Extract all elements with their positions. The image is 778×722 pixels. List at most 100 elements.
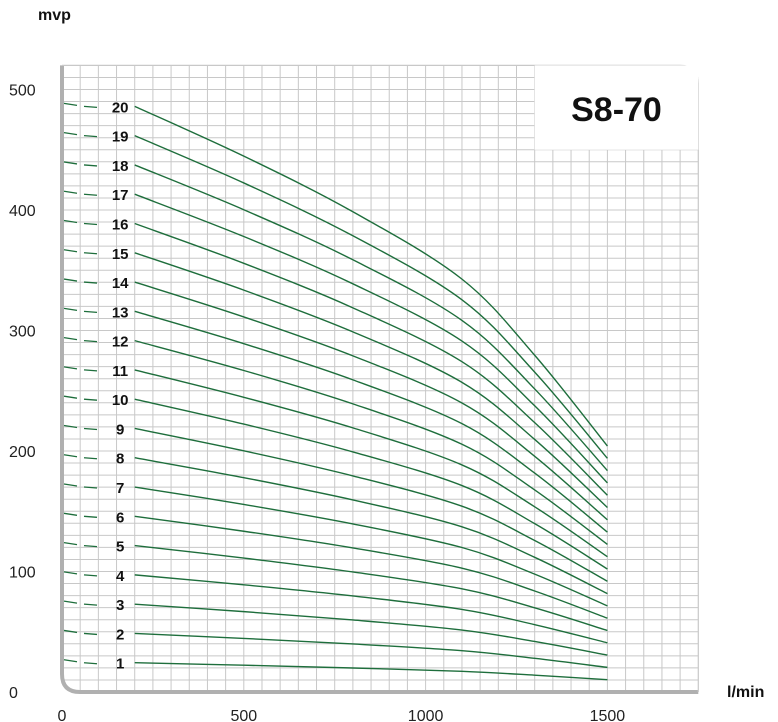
leader-dash (83, 457, 98, 460)
stage-label-18: 18 (112, 158, 129, 175)
leader-dash (83, 544, 98, 548)
title-box: S8-70 (534, 65, 699, 150)
stage-label-6: 6 (116, 509, 124, 526)
stage-label-16: 16 (112, 216, 129, 233)
stage-label-14: 14 (112, 275, 129, 292)
leader-dash (83, 398, 98, 401)
leader-dash (63, 161, 78, 165)
leader-dash (63, 395, 78, 399)
stage-label-8: 8 (116, 451, 124, 468)
y-tick-label: 300 (9, 324, 36, 341)
leader-dash (63, 454, 78, 458)
series-line-16 (134, 222, 608, 496)
y-tick-label: 100 (9, 565, 36, 582)
leader-dash (63, 541, 78, 546)
x-tick-label: 0 (58, 708, 67, 722)
leader-dash (63, 483, 78, 487)
leader-dash (83, 662, 98, 665)
series-line-9 (134, 427, 608, 582)
series-line-3 (134, 603, 608, 656)
series-line-17 (134, 193, 608, 484)
series-line-6 (134, 515, 608, 619)
y-axis-label: mvp (38, 7, 71, 24)
leader-dash (83, 369, 98, 372)
leader-dash (63, 132, 78, 136)
series-line-12 (134, 339, 608, 545)
stage-label-15: 15 (112, 246, 129, 263)
series-line-20 (134, 105, 608, 447)
series-line-11 (134, 369, 608, 558)
y-tick-label: 500 (9, 83, 36, 100)
x-tick-label: 1500 (590, 708, 626, 722)
stage-label-1: 1 (116, 656, 124, 673)
stage-label-11: 11 (112, 363, 128, 380)
stage-label-3: 3 (116, 597, 124, 614)
axis-line (60, 65, 699, 694)
leader-dash (83, 310, 98, 313)
series-line-7 (134, 486, 608, 607)
leader-dash (63, 659, 78, 663)
tick-labels: 0 500 1000 1500 0 100 200 300 400 500 (9, 83, 625, 722)
series-line-1 (134, 662, 608, 681)
leader-dash (63, 102, 78, 107)
x-tick-label: 500 (230, 708, 257, 722)
stage-label-20: 20 (112, 99, 129, 116)
title-background (534, 65, 699, 150)
stage-label-2: 2 (116, 626, 124, 643)
leader-dash (63, 629, 78, 634)
series-line-8 (134, 457, 608, 595)
leader-dash (83, 632, 98, 636)
stage-label-19: 19 (112, 129, 129, 146)
leader-dash (63, 190, 78, 194)
leader-dash (63, 249, 78, 253)
stage-label-9: 9 (116, 421, 124, 438)
leader-dash (63, 219, 78, 224)
leader-dash (63, 424, 78, 429)
series-line-19 (134, 135, 608, 459)
stage-label-17: 17 (112, 187, 129, 204)
series-line-13 (134, 310, 608, 533)
leader-dash (83, 164, 98, 167)
leader-dash (83, 574, 98, 577)
leader-dash (83, 252, 98, 255)
stage-label-7: 7 (116, 480, 124, 497)
leader-dash (83, 135, 98, 138)
leader-dash (63, 278, 78, 282)
stage-label-12: 12 (112, 334, 129, 351)
y-tick-label: 0 (9, 685, 18, 702)
leader-dash (63, 512, 78, 516)
stage-label-13: 13 (112, 304, 129, 321)
leader-dash (63, 336, 78, 341)
leader-dash (63, 600, 78, 604)
leader-dash (63, 571, 78, 575)
stage-label-10: 10 (112, 392, 129, 409)
leader-dash (83, 105, 98, 109)
y-tick-label: 400 (9, 203, 36, 220)
x-tick-label: 1000 (408, 708, 444, 722)
leader-dash (83, 515, 98, 518)
series-line-14 (134, 281, 608, 521)
series-line-5 (134, 544, 608, 632)
leader-dash (63, 307, 78, 311)
series-line-4 (134, 574, 608, 644)
series-line-10 (134, 398, 608, 570)
series-line-15 (134, 252, 608, 509)
chart-title: S8-70 (571, 91, 662, 129)
stage-label-5: 5 (116, 539, 124, 556)
leader-dash (83, 486, 98, 489)
leader-dash (83, 427, 98, 431)
x-axis-label: l/min (727, 684, 764, 701)
leader-dash (83, 193, 98, 196)
leader-dash (83, 281, 98, 284)
leader-dash (83, 222, 98, 226)
stage-label-4: 4 (116, 568, 125, 585)
series-line-18 (134, 164, 608, 472)
y-tick-label: 200 (9, 444, 36, 461)
leader-dash (83, 603, 98, 606)
grid (62, 65, 699, 692)
curves (134, 105, 608, 681)
series-line-2 (134, 632, 608, 669)
leader-dash (63, 366, 78, 370)
